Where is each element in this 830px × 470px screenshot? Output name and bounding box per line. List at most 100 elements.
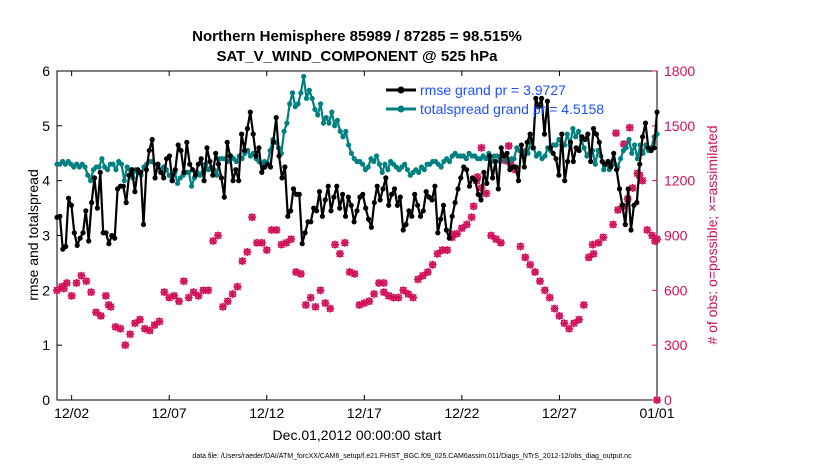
obs-assimilated-marker [370,289,379,298]
totalspread-point [329,109,335,115]
rmse-point [250,131,256,137]
obs-assimilated-marker [331,240,340,249]
obs-assimilated-marker [126,330,135,339]
obs-assimilated-marker [384,291,393,300]
totalspread-point [483,156,489,162]
rmse-point [415,202,421,208]
obs-assimilated-marker [579,300,588,309]
obs-assimilated-marker [448,230,457,239]
obs-assimilated-marker [321,299,330,308]
obs-assimilated-marker [487,231,496,240]
rmse-point [588,158,594,165]
rmse-point [559,131,565,137]
obs-assimilated-marker [457,224,466,233]
rmse-point [207,158,213,165]
totalspread-point [186,169,192,175]
obs-assimilated-marker [204,286,213,295]
rmse-point [282,164,288,170]
rmse-point [74,242,80,248]
rmse-point [276,153,282,159]
totalspread-point [570,126,576,132]
totalspread-point [494,153,500,159]
right-tick-label: 1800 [664,63,695,79]
left-tick-label: 2 [42,282,50,298]
rmse-point [351,219,357,225]
rmse-point [637,161,643,167]
chart-subtitle: SAT_V_WIND_COMPONENT @ 525 hPa [216,48,498,65]
obs-assimilated-marker [526,260,535,269]
rmse-point [464,167,470,173]
rmse-point [435,230,441,236]
obs-assimilated-marker [131,319,140,328]
obs-assimilated-marker [574,315,583,324]
rmse-point [83,208,89,214]
obs-assimilated-marker [404,289,413,298]
left-tick-label: 0 [42,392,50,408]
rmse-point [89,200,95,206]
obs-assimilated-marker [282,238,291,247]
obs-assimilated-marker [179,277,188,286]
obs-assimilated-marker [428,260,437,269]
rmse-point [481,169,487,175]
x-tick-label: 12/22 [444,405,479,421]
obs-assimilated-marker [584,253,593,262]
obs-assimilated-marker [335,249,344,258]
totalspread-point [309,95,315,101]
rmse-point [423,189,429,195]
obs-assimilated-marker [516,242,525,251]
obs-assimilated-marker [104,300,113,309]
totalspread-point [421,167,427,173]
obs-assimilated-marker [521,253,530,262]
rmse-point [97,169,103,175]
rmse-point [143,167,149,173]
obs-assimilated-marker [262,246,271,255]
left-tick-label: 1 [42,337,50,353]
rmse-point [187,161,193,167]
obs-assimilated-marker [96,311,105,320]
left-tick-label: 3 [42,228,50,244]
rmse-point [146,147,152,154]
footnote: data file: /Users/raeder/DAI/ATM_forcXX/… [192,453,632,460]
rmse-point [314,208,320,214]
left-tick-label: 4 [42,173,50,189]
obs-assimilated-marker [648,231,657,240]
x-tick-label: 12/02 [54,405,89,421]
totalspread-point [618,156,624,162]
rmse-point [363,205,369,211]
rmse-point [218,175,224,181]
rmse-point [391,186,398,192]
obs-assimilated-marker [438,246,447,255]
obs-assimilated-marker [165,293,174,302]
obs-assimilated-marker [326,304,335,313]
rmse-point [498,145,504,151]
totalspread-point [438,164,444,170]
totalspread-point [323,115,329,121]
totalspread-point [564,131,570,137]
rmse-point [541,131,548,137]
right-axis-ticks: 0 300 600 900 1200 1500 1800 [652,63,695,408]
rmse-point [322,197,328,203]
obs-assimilated-marker [287,235,296,244]
rmse-point [273,115,279,121]
obs-assimilated-marker [496,238,505,247]
obs-assimilated-marker [594,238,603,247]
rmse-point [420,208,426,214]
obs-assimilated-marker [651,236,660,245]
rmse-point [256,145,262,151]
rmse-point [213,150,219,156]
totalspread-point [374,153,380,159]
right-tick-label: 600 [664,282,688,298]
obs-assimilated-marker [619,140,628,149]
rmse-point [285,213,291,219]
obs-assimilated-marker [174,297,183,306]
rmse-point [279,175,285,181]
rmse-point [345,194,351,200]
obs-assimilated-marker [160,288,169,297]
rmse-point [605,158,611,165]
rmse-point [533,95,539,101]
obs-assimilated-marker [340,238,349,247]
rmse-point [628,227,634,233]
totalspread-point [214,172,220,178]
totalspread-point [542,153,548,159]
rmse-point [331,194,337,200]
